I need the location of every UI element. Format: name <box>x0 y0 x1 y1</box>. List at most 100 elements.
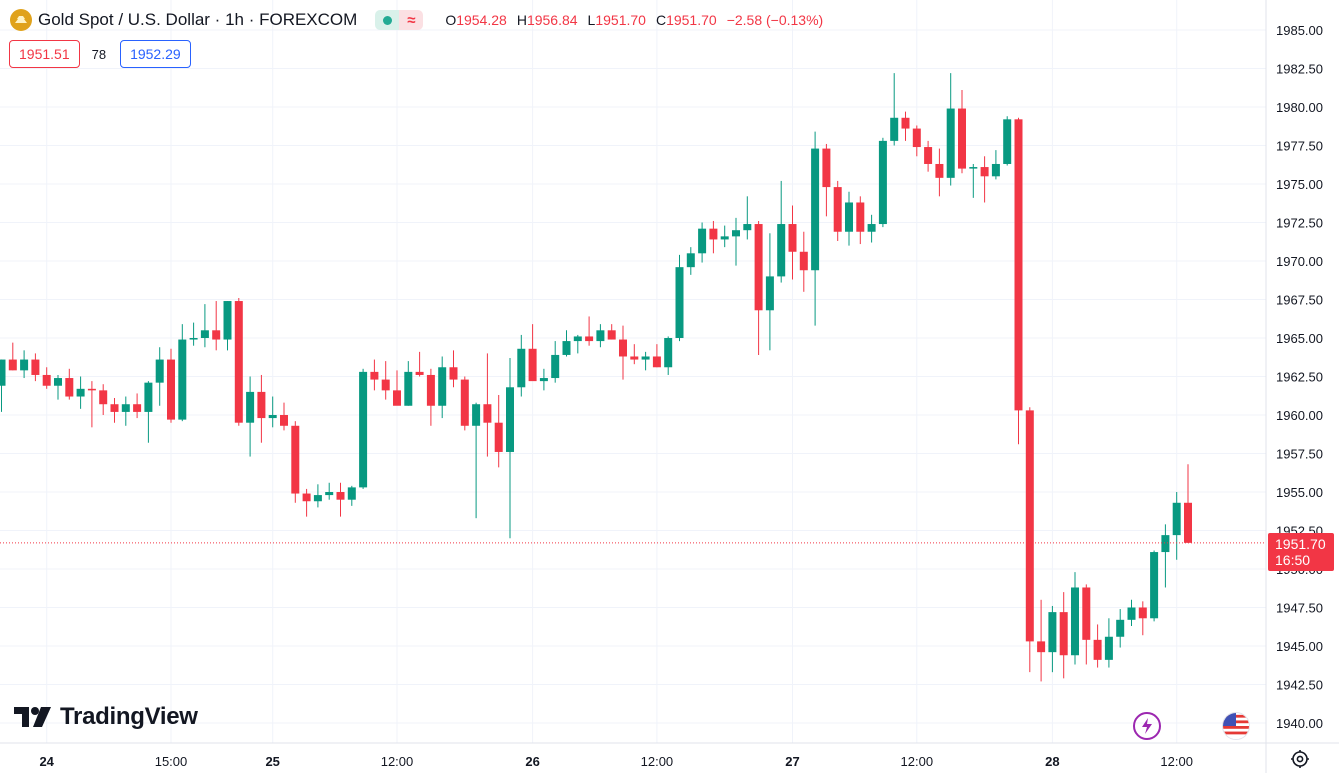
candle-body <box>551 354 560 379</box>
candle-body <box>901 117 910 129</box>
candle-body <box>754 224 763 311</box>
candle-body <box>912 128 921 148</box>
candle-body <box>0 359 6 386</box>
chart-legend: Gold Spot / U.S. Dollar · 1h · FOREXCOM … <box>10 7 823 33</box>
candle-body <box>1127 607 1136 620</box>
candle-body <box>946 108 955 178</box>
candle-body <box>958 108 966 169</box>
candle-body <box>686 253 695 268</box>
candle-body <box>585 336 594 342</box>
price-tick-label: 1942.50 <box>1276 678 1323 693</box>
candle-body <box>619 339 627 357</box>
candle-body <box>1093 639 1102 660</box>
candle-body <box>652 356 661 368</box>
candle-body <box>1172 502 1181 536</box>
candle-body <box>347 487 356 500</box>
price-tick-label: 1970.00 <box>1276 254 1323 269</box>
time-tick-label: 25 <box>265 754 279 769</box>
candle-body <box>1104 636 1113 660</box>
session-wave-icon: ≈ <box>399 10 424 30</box>
time-tick-label: 26 <box>525 754 539 769</box>
candle-body <box>483 404 492 423</box>
candle-body <box>991 163 1000 177</box>
tradingview-watermark[interactable]: TradingView <box>14 703 198 731</box>
market-status[interactable]: ≈ <box>375 10 424 30</box>
candle-body <box>698 228 707 254</box>
watermark-text: TradingView <box>60 703 198 730</box>
trade-panel: 1951.51 78 1952.29 <box>9 40 191 68</box>
us-flag-icon[interactable] <box>1222 712 1250 740</box>
symbol-title[interactable]: Gold Spot / U.S. Dollar · 1h · FOREXCOM <box>38 10 358 29</box>
last-price-value: 1951.70 <box>1275 536 1326 552</box>
candle-body <box>178 339 187 420</box>
price-tick-label: 1972.50 <box>1276 216 1323 231</box>
candle-body <box>1116 619 1125 637</box>
buy-price-button[interactable]: 1952.29 <box>120 40 191 68</box>
change-value: −2.58 (−0.13%) <box>726 12 824 28</box>
candle-body <box>404 371 413 406</box>
candle-body <box>223 301 232 340</box>
chart-grid <box>0 0 1266 743</box>
candle-body <box>370 371 379 380</box>
candle-body <box>607 330 616 340</box>
candle-body <box>449 367 458 380</box>
price-tick-label: 1962.50 <box>1276 370 1323 385</box>
candle-body <box>1138 607 1147 619</box>
candle-body <box>234 301 243 423</box>
candle-body <box>1184 502 1192 543</box>
last-price-label: 1951.70 16:50 <box>1268 533 1334 571</box>
candle-body <box>20 359 29 371</box>
price-tick-label: 1945.00 <box>1276 639 1323 654</box>
open-value: 1954.28 <box>456 12 507 28</box>
time-tick-label: 12:00 <box>1160 754 1193 769</box>
candle-body <box>31 359 40 375</box>
candle-body <box>517 348 526 388</box>
candle-body <box>732 230 740 237</box>
candle-body <box>799 251 808 271</box>
candle-body <box>788 224 797 252</box>
candle-body <box>1014 119 1023 411</box>
close-value: 1951.70 <box>666 12 717 28</box>
candle-body <box>720 236 729 240</box>
candle-body <box>969 167 978 169</box>
candle-body <box>438 367 447 406</box>
candle-body <box>426 374 435 406</box>
candle-body <box>42 374 51 386</box>
candle-body <box>313 495 322 502</box>
candle-body <box>935 163 944 178</box>
price-tick-label: 1947.50 <box>1276 601 1323 616</box>
candle-body <box>709 228 718 240</box>
candle-body <box>833 187 842 232</box>
candle-body <box>506 387 514 452</box>
candle-body <box>539 378 548 382</box>
price-tick-label: 1982.50 <box>1276 62 1323 77</box>
close-label: C <box>655 12 667 28</box>
high-label: H <box>516 12 527 28</box>
lightning-icon[interactable] <box>1133 712 1161 740</box>
candle-body <box>811 148 820 271</box>
candle-body <box>246 391 255 423</box>
time-axis[interactable]: 24 15:00 25 12:00 26 12:00 27 12:00 28 12:00 <box>39 754 1193 769</box>
settings-gear-icon[interactable] <box>1290 749 1310 769</box>
price-tick-label: 1960.00 <box>1276 408 1323 423</box>
candle-body <box>878 140 887 225</box>
sell-price-button[interactable]: 1951.51 <box>9 40 80 68</box>
candle-body <box>596 330 605 342</box>
spread-value: 78 <box>91 46 107 62</box>
candle-body <box>189 338 198 340</box>
candle-body <box>472 404 481 426</box>
candle-body <box>212 330 221 340</box>
candle-body <box>280 415 288 426</box>
high-value: 1956.84 <box>526 12 578 28</box>
candle-body <box>743 224 752 231</box>
candle-body <box>65 378 74 397</box>
candle-body <box>980 167 989 177</box>
candle-body <box>528 348 537 382</box>
candle-body <box>1161 535 1170 553</box>
price-axis[interactable]: 1985.00 1982.50 1980.00 1977.50 1975.00 1972.… <box>1276 23 1323 731</box>
candle-body <box>867 224 876 232</box>
bar-countdown: 16:50 <box>1275 552 1311 568</box>
time-tick-label: 28 <box>1045 754 1059 769</box>
candle-body <box>641 356 650 360</box>
